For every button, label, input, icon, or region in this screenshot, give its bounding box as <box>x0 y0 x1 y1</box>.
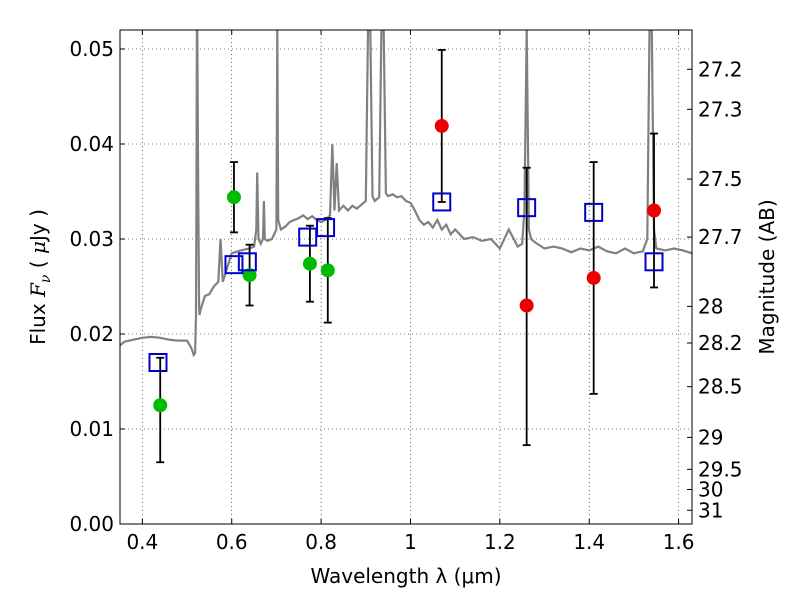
green-data-point <box>226 190 241 205</box>
magnitude-tick-label: 28.2 <box>698 331 743 355</box>
plot-frame <box>119 29 693 525</box>
data-markers <box>148 118 664 413</box>
x-axis-label: Wavelength λ (μm) <box>310 564 501 588</box>
model-photometry-box <box>224 255 244 275</box>
model-photometry-box <box>584 202 604 222</box>
x-tick-label: 1 <box>404 530 417 554</box>
model-photometry-box <box>316 218 336 238</box>
y-tick-label: 0.04 <box>69 132 114 156</box>
green-data-point <box>320 263 335 278</box>
green-data-point <box>242 268 257 283</box>
red-data-point <box>434 118 449 133</box>
magnitude-tick-label: 28.5 <box>698 375 743 399</box>
x-axis-ticks: 0.4 0.6 0.8 1 1.2 1.4 1.6 <box>126 30 695 554</box>
red-data-point <box>647 203 662 218</box>
x-tick-label: 0.4 <box>126 530 158 554</box>
y-tick-label: 0.05 <box>69 37 114 61</box>
y-tick-label: 0.00 <box>69 512 114 536</box>
magnitude-tick-label: 29 <box>698 425 723 449</box>
red-data-point <box>519 298 534 313</box>
plot-area <box>120 30 692 464</box>
grid <box>120 30 692 525</box>
model-photometry-box <box>237 252 257 272</box>
model-photometry-box <box>148 353 168 372</box>
y-axis-label: Flux Fν ( μJy ) <box>26 209 54 345</box>
magnitude-tick-label: 28 <box>698 294 723 318</box>
model-photometry-box <box>517 198 537 218</box>
x-tick-label: 0.6 <box>216 530 248 554</box>
y-tick-label: 0.03 <box>69 227 114 251</box>
y-axis-ticks: 0.00 0.01 0.02 0.03 0.04 0.05 <box>69 37 125 536</box>
magnitude-tick-label: 27.3 <box>698 97 743 121</box>
green-data-point <box>153 398 168 413</box>
model-photometry-box <box>298 227 318 247</box>
x-tick-label: 0.8 <box>305 530 337 554</box>
y-tick-label: 0.02 <box>69 322 114 346</box>
model-sed-line <box>120 30 692 358</box>
red-data-point <box>586 270 601 285</box>
magnitude-tick-label: 31 <box>698 498 723 522</box>
magnitude-tick-label: 27.5 <box>698 167 743 191</box>
green-data-point <box>302 256 317 271</box>
x-tick-label: 1.4 <box>573 530 605 554</box>
y-tick-label: 0.01 <box>69 417 114 441</box>
x-tick-label: 1.6 <box>663 530 695 554</box>
magnitude-tick-label: 30 <box>698 478 723 502</box>
magnitude-tick-label: 27.7 <box>698 225 743 249</box>
magnitude-tick-label: 27.2 <box>698 57 743 81</box>
magnitude-axis-label: Magnitude (AB) <box>755 199 779 354</box>
x-tick-label: 1.2 <box>484 530 516 554</box>
model-photometry-box <box>432 192 452 212</box>
model-photometry-box <box>644 252 664 272</box>
magnitude-tick-label: 29.5 <box>698 457 743 481</box>
